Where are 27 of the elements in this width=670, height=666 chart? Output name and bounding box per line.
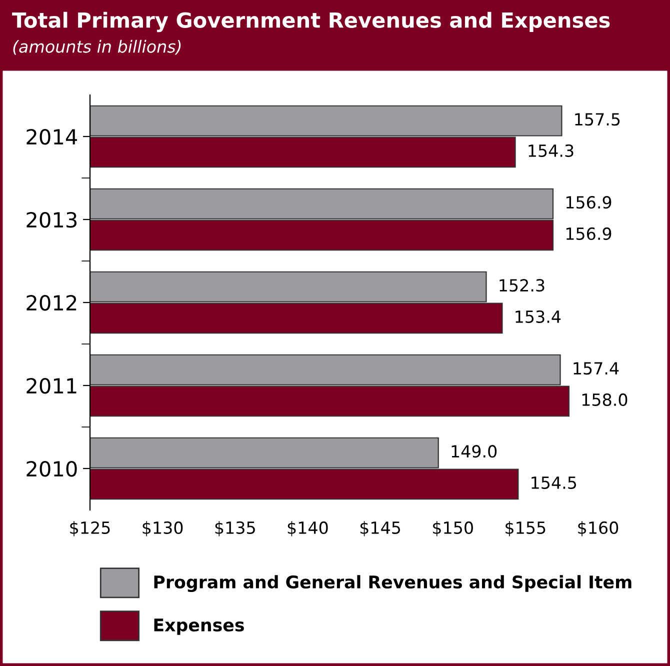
data-label: 156.9 xyxy=(566,196,612,209)
y-tick-label: 2014 xyxy=(26,128,78,145)
x-tick-label: $130 xyxy=(142,521,183,536)
y-tick-label: 2011 xyxy=(26,378,76,394)
chart-title: Total Primary Government Revenues and Expenses xyxy=(12,12,610,32)
legend-label: Expenses xyxy=(154,618,244,635)
data-label: 154.5 xyxy=(532,476,576,490)
legend-label: Program and General Revenues and Special Item xyxy=(154,575,632,592)
data-label: 154.3 xyxy=(528,144,574,158)
x-tick-label: $150 xyxy=(433,521,473,536)
y-tick-label: 2013 xyxy=(26,212,77,228)
x-tick-label: $155 xyxy=(506,521,546,536)
x-tick-label: $145 xyxy=(360,521,400,536)
data-label: 149.0 xyxy=(452,445,497,458)
x-tick-label: $135 xyxy=(215,521,255,536)
x-tick-label: $160 xyxy=(578,521,618,536)
data-label: 156.9 xyxy=(566,227,612,240)
data-label: 153.4 xyxy=(516,310,561,324)
y-tick-label: 2010 xyxy=(26,460,77,477)
chart-subtitle: (amounts in billions) xyxy=(13,40,181,55)
data-label: 157.5 xyxy=(575,113,620,126)
x-tick-label: $125 xyxy=(70,521,110,536)
y-tick-label: 2012 xyxy=(26,294,76,311)
x-tick-label: $140 xyxy=(288,521,328,536)
data-label: 157.4 xyxy=(574,362,619,375)
data-label: 158.0 xyxy=(582,393,628,406)
data-label: 152.3 xyxy=(500,279,544,292)
